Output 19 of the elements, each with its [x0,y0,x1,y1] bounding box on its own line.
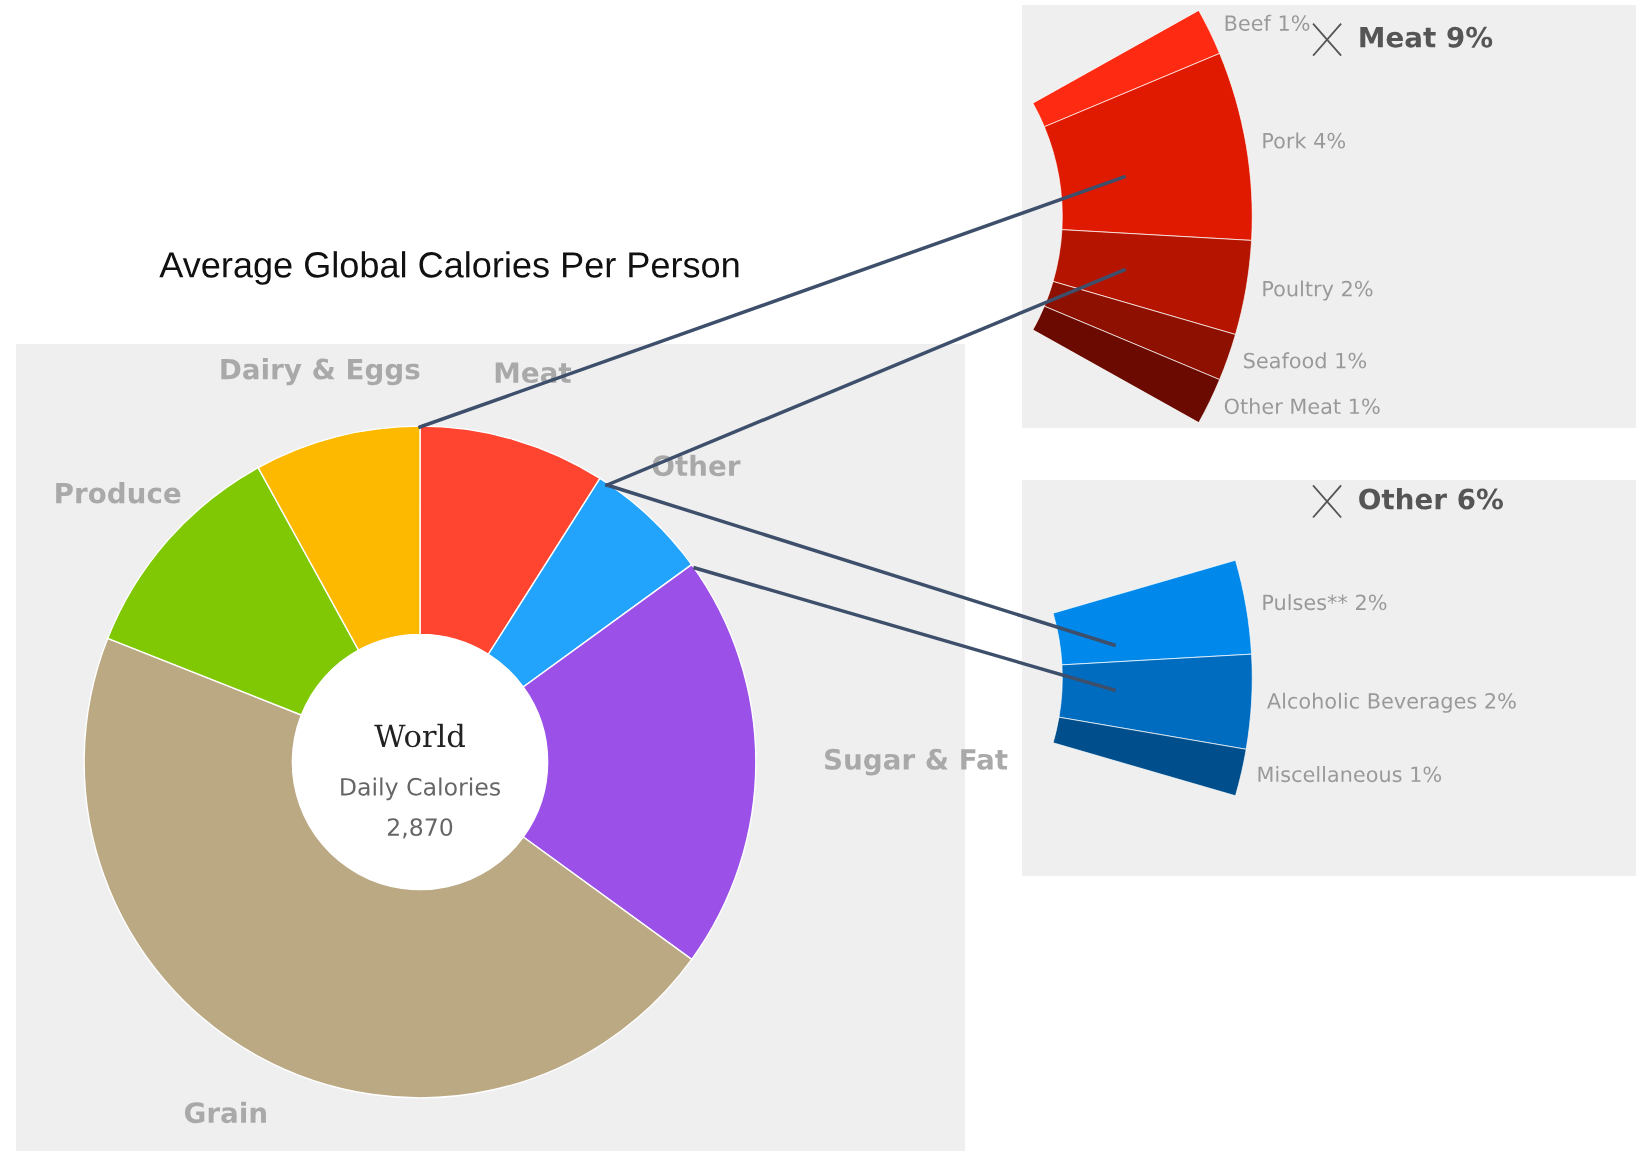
text: World [374,723,465,748]
slice-label: Other Meat 1% [1224,398,1380,415]
slice-label: Produce [56,482,181,504]
slice-label: Poultry 2% [1263,280,1373,301]
slice-label: Beef 1% [1225,14,1310,31]
text: 2,870 [387,818,453,839]
text: Daily Calories [341,777,500,801]
chart-title: Other 6% [1359,488,1503,510]
slice-label: Sugar & Fat [825,748,1008,776]
slice-label: Miscellaneous 1% [1258,766,1442,783]
slice-label: Other [652,454,741,477]
slice-label: Pulses** 2% [1263,594,1387,611]
slice-label: Seafood 1% [1244,352,1367,369]
slice-label: Pork 4% [1263,132,1346,149]
slice-label: Grain [184,1101,266,1124]
chart-title: Average Global Calories Per Person [159,251,739,285]
slice-label: Alcoholic Beverages 2% [1267,692,1516,713]
slice-label: Dairy & Eggs [221,358,420,386]
chart-title: Meat 9% [1360,26,1493,48]
